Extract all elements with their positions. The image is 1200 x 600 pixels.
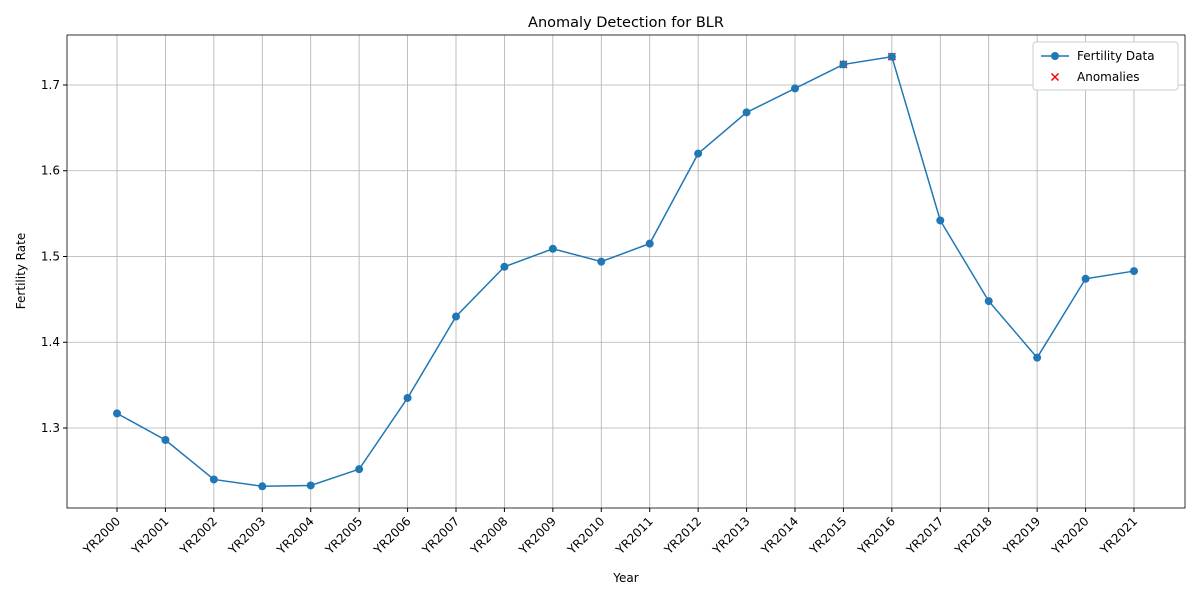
x-tick-label: YR2000 xyxy=(80,514,123,557)
data-point xyxy=(742,108,751,117)
x-tick-label: YR2001 xyxy=(128,514,171,557)
x-tick-label: YR2003 xyxy=(225,514,268,557)
data-point xyxy=(597,257,606,266)
x-tick-label: YR2019 xyxy=(1000,514,1043,557)
data-point xyxy=(161,435,170,444)
data-point xyxy=(936,216,945,225)
x-tick-label: YR2015 xyxy=(806,514,849,557)
x-tick-label: YR2004 xyxy=(274,514,317,557)
x-tick-label: YR2014 xyxy=(758,514,801,557)
legend-box xyxy=(1032,41,1179,91)
legend-label: Fertility Data xyxy=(1077,49,1155,63)
x-tick-label: YR2009 xyxy=(516,514,559,557)
data-point xyxy=(258,482,267,491)
x-tick-label: YR2010 xyxy=(564,514,607,557)
data-point xyxy=(209,475,218,484)
y-axis-label: Fertility Rate xyxy=(14,233,28,309)
data-point xyxy=(1033,353,1042,362)
data-line xyxy=(116,55,1135,488)
x-tick-label: YR2016 xyxy=(855,514,898,557)
data-point xyxy=(113,409,121,418)
data-point xyxy=(500,262,509,271)
x-tick-label: YR2012 xyxy=(661,514,704,557)
cross-stroke xyxy=(1050,72,1060,82)
x-tick-label: YR2013 xyxy=(709,514,752,557)
y-tick-label: 1.5 xyxy=(41,249,60,263)
data-point xyxy=(1081,274,1090,283)
y-tick-label: 1.3 xyxy=(41,421,60,435)
data-point xyxy=(839,60,848,69)
y-tick-label: 1.4 xyxy=(41,335,60,349)
x-tick-label: YR2020 xyxy=(1048,514,1091,557)
data-point xyxy=(694,149,703,158)
data-point xyxy=(548,244,557,253)
x-tick-label: YR2002 xyxy=(177,514,220,557)
y-tick-label: 1.7 xyxy=(41,78,60,92)
x-tick-label: YR2018 xyxy=(952,514,995,557)
x-tick-label: YR2008 xyxy=(467,514,510,557)
data-point xyxy=(887,52,896,61)
data-point xyxy=(984,297,993,306)
data-point xyxy=(355,465,364,474)
data-point xyxy=(452,312,460,321)
y-tick-label: 1.6 xyxy=(41,164,60,178)
data-point xyxy=(645,239,654,248)
legend-marker xyxy=(1051,52,1059,60)
data-point xyxy=(306,481,315,490)
x-tick-label: YR2006 xyxy=(370,514,413,557)
x-axis-label: Year xyxy=(612,571,638,585)
data-point xyxy=(791,84,799,93)
x-tick-label: YR2011 xyxy=(613,514,656,557)
legend-marker xyxy=(1050,72,1060,82)
data-point xyxy=(1130,267,1138,276)
x-tick-label: YR2017 xyxy=(903,514,946,557)
x-tick-label: YR2021 xyxy=(1097,514,1140,557)
x-tick-label: YR2005 xyxy=(322,514,365,557)
data-point xyxy=(403,393,412,402)
legend-label: Anomalies xyxy=(1077,70,1140,84)
x-tick-label: YR2007 xyxy=(419,514,462,557)
chart-title: Anomaly Detection for BLR xyxy=(528,15,724,31)
plot-frame xyxy=(66,34,1186,509)
